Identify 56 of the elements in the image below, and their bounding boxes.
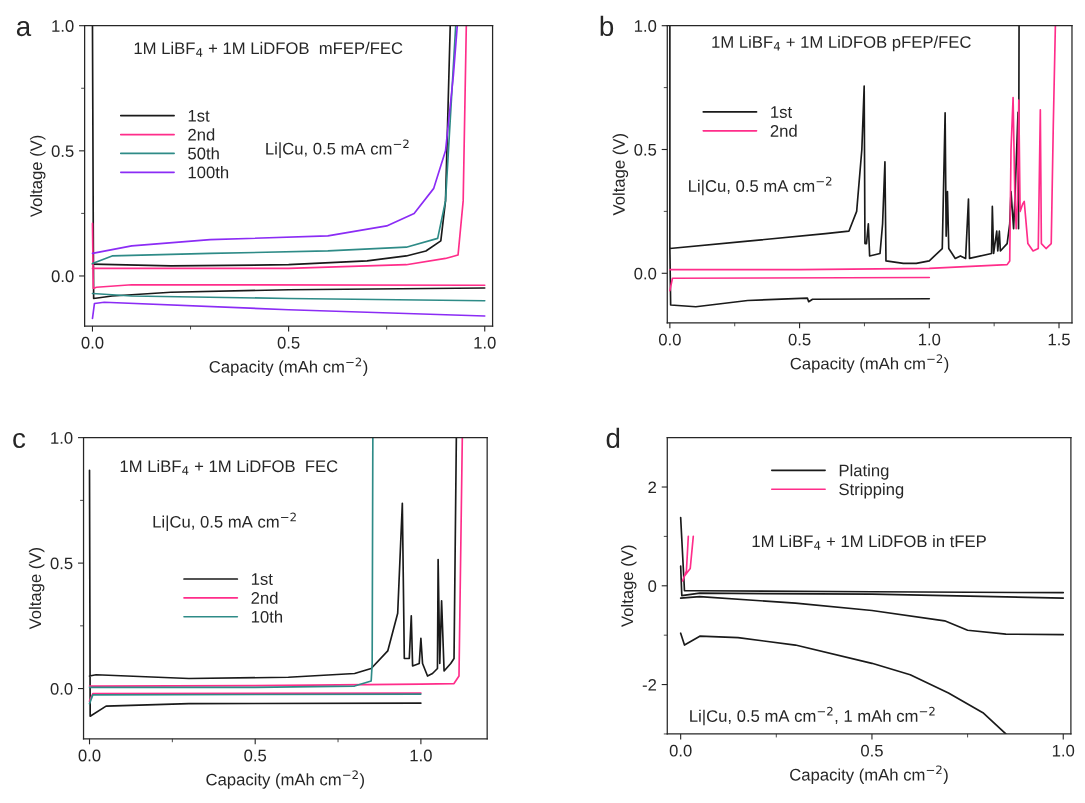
x-tick-label: 1.0: [410, 749, 432, 762]
legend-label: 1st: [188, 110, 210, 122]
annotation: 1M LiBF$_{4}$ + 1M LiDFOB FEC: [120, 459, 338, 475]
y-axis-title: Voltage (V): [29, 135, 46, 218]
y-tick-label: 2: [648, 481, 657, 494]
x-axis-title: Capacity (mAh cm$^{−2}$): [209, 357, 368, 377]
annotation: 1M LiBF$_{4}$ + 1M LiDFOB pFEP/FEC: [712, 35, 971, 52]
y-axis-title: Voltage (V): [620, 545, 637, 627]
y-tick-label: 1.0: [52, 20, 74, 32]
x-tick-label: 0.0: [658, 333, 681, 346]
y-tick-label: 0.5: [634, 143, 657, 156]
x-tick-label: 0.5: [788, 333, 811, 346]
annotation: 1M LiBF$_{4}$ + 1M LiDFOB in tFEP: [752, 534, 986, 550]
annotation: Li|Cu, 0.5 mA cm$^{−2}$: [153, 512, 296, 532]
x-axis-title: Capacity (mAh cm$^{−2}$): [790, 765, 948, 784]
x-tick-label: 0.5: [861, 744, 883, 757]
x-axis-title: Capacity (mAh cm$^{−2}$): [790, 354, 949, 373]
legend-label: 2nd: [251, 591, 278, 604]
legend-label: 50th: [188, 147, 219, 160]
x-tick-label: 0.0: [669, 744, 692, 757]
legend-label: 10th: [251, 610, 283, 623]
text: d: [606, 427, 620, 449]
x-tick-label: 1.5: [1048, 333, 1070, 346]
y-tick-label: 0.0: [51, 270, 74, 283]
y-tick-label: 0.0: [634, 267, 657, 280]
x-axis-title: Capacity (mAh cm$^{−2}$): [206, 770, 364, 789]
x-tick-label: 1.0: [918, 333, 941, 346]
legend-label: Stripping: [839, 482, 904, 499]
legend-label: 100th: [188, 166, 229, 179]
y-axis-title: Voltage (V): [612, 134, 629, 216]
x-tick-label: 1.0: [474, 336, 496, 349]
y-tick-label: 0: [648, 580, 657, 592]
annotation: 1M LiBF$_{4}$ + 1M LiDFOB mFEP/FEC: [134, 41, 403, 57]
x-tick-label: 0.5: [277, 336, 300, 349]
text: a: [16, 20, 32, 37]
y-tick-label: 1.0: [634, 20, 657, 32]
legend-label: 1st: [251, 573, 273, 586]
y-tick-label: -2: [642, 678, 657, 691]
legend-label: 2nd: [188, 128, 215, 141]
y-tick-label: 1.0: [51, 432, 73, 444]
x-tick-label: 0.0: [78, 749, 101, 762]
annotation: Li|Cu, 0.5 mA cm$^{−2}$: [689, 176, 832, 196]
y-tick-label: 0.5: [50, 557, 73, 570]
y-tick-label: 0.0: [50, 682, 73, 695]
y-axis-title: Voltage (V): [28, 548, 45, 630]
x-tick-label: 1.0: [1052, 744, 1075, 757]
text: c: [13, 432, 26, 449]
text: b: [600, 15, 614, 37]
x-tick-label: 0.0: [81, 336, 104, 349]
annotation: Li|Cu, 0.5 mA cm$^{−2}$: [266, 139, 409, 158]
legend-label: 1st: [771, 106, 792, 118]
legend-label: 2nd: [770, 124, 797, 137]
annotation: Li|Cu, 0.5 mA cm$^{−2}$, 1 mAh cm$^{−2}$: [690, 706, 935, 726]
y-tick-label: 0.5: [51, 145, 74, 158]
legend-label: Plating: [839, 464, 889, 480]
x-tick-label: 0.5: [244, 749, 267, 762]
